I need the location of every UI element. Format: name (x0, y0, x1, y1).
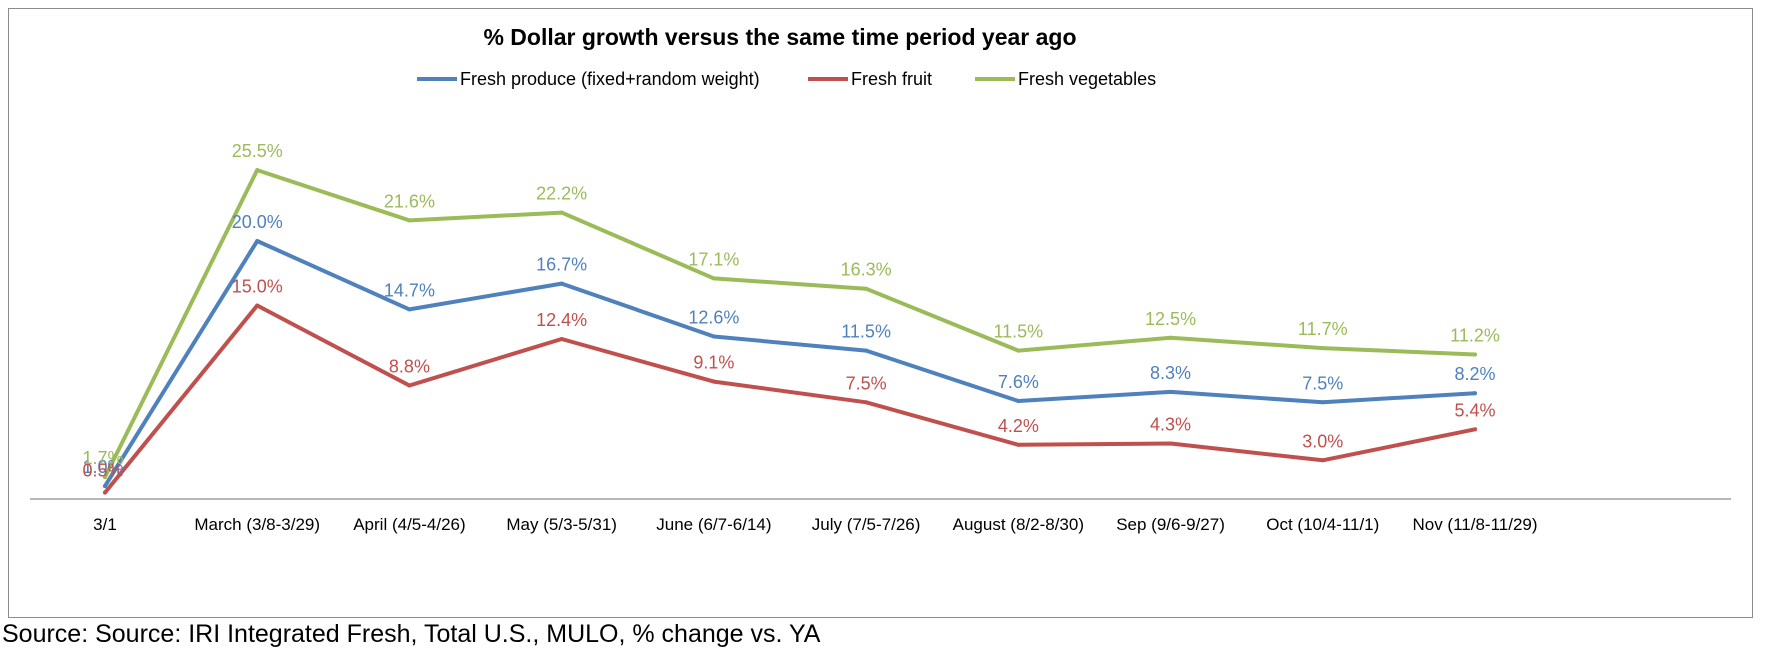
data-label: 16.3% (841, 260, 892, 280)
data-label: 25.5% (232, 141, 283, 161)
data-point (1168, 389, 1173, 394)
x-tick-label: 3/1 (93, 515, 117, 534)
legend-item: Fresh produce (fixed+random weight) (417, 69, 760, 89)
data-point (559, 210, 564, 215)
series-line (103, 303, 1477, 495)
legend-label: Fresh vegetables (1018, 69, 1156, 89)
data-point (711, 379, 716, 384)
data-label: 12.6% (688, 307, 739, 327)
data-label: 16.7% (536, 255, 587, 275)
x-axis: 3/1 March (3/8-3/29) April (4/5-4/26) May (… (30, 498, 1731, 534)
data-label: 15.0% (232, 277, 283, 297)
x-tick-label: March (3/8-3/29) (194, 515, 320, 534)
x-tick-label: Nov (11/8-11/29) (1412, 515, 1537, 534)
data-point (255, 168, 260, 173)
line-chart: % Dollar growth versus the same time per… (30, 24, 1731, 534)
x-tick-label: August (8/2-8/30) (953, 515, 1084, 534)
x-tick-label: June (6/7-6/14) (656, 515, 771, 534)
data-point (1168, 335, 1173, 340)
data-label: 1.0% (82, 457, 123, 477)
x-tick-label: July (7/5-7/26) (812, 515, 921, 534)
data-label: 0.5% (82, 461, 123, 481)
data-label: 4.2% (998, 416, 1039, 436)
data-label: 12.5% (1145, 309, 1196, 329)
data-point (711, 334, 716, 339)
data-point (864, 348, 869, 353)
data-point (559, 337, 564, 342)
data-label: 17.1% (688, 249, 739, 269)
data-point (407, 307, 412, 312)
data-point (1016, 398, 1021, 403)
data-point (1168, 441, 1173, 446)
series-layer (103, 168, 1477, 495)
data-point (1473, 391, 1477, 396)
data-label: 12.4% (536, 310, 587, 330)
data-point (407, 383, 412, 388)
data-point (711, 276, 716, 281)
legend-item: Fresh vegetables (975, 69, 1156, 89)
x-tick-label: Sep (9/6-9/27) (1116, 515, 1225, 534)
data-label: 21.6% (384, 191, 435, 211)
chart-title: % Dollar growth versus the same time per… (483, 24, 1076, 50)
data-point (103, 475, 107, 480)
data-label: 1.7% (82, 448, 123, 468)
data-point (864, 286, 869, 291)
data-label: 14.7% (384, 280, 435, 300)
data-point (1320, 346, 1325, 351)
data-label: 8.3% (1150, 363, 1191, 383)
data-point (103, 484, 107, 489)
legend-label: Fresh produce (fixed+random weight) (460, 69, 760, 89)
data-point (1473, 352, 1477, 357)
x-tick-label: May (5/3-5/31) (506, 515, 617, 534)
source-note: Source: Source: IRI Integrated Fresh, To… (2, 620, 821, 648)
data-label: 7.5% (1302, 373, 1343, 393)
data-point (255, 303, 260, 308)
data-label: 9.1% (693, 353, 734, 373)
data-label: 11.5% (841, 322, 891, 342)
data-label: 4.3% (1150, 415, 1191, 435)
data-label: 5.4% (1454, 400, 1495, 420)
data-point (1320, 400, 1325, 405)
data-point (255, 239, 260, 243)
legend-label: Fresh fruit (851, 69, 932, 89)
data-point (1320, 458, 1325, 463)
data-point (1016, 348, 1021, 353)
data-label: 11.2% (1450, 326, 1500, 346)
data-label: 8.8% (389, 356, 430, 376)
data-label: 8.2% (1454, 364, 1495, 384)
legend: Fresh produce (fixed+random weight) Fresh… (417, 69, 1156, 89)
series-line (103, 239, 1477, 489)
data-label: 20.0% (232, 212, 283, 232)
data-label: 11.5% (993, 322, 1043, 342)
data-labels: 1.0% 20.0% 14.7% 16.7% 12.6% 11.5% 7.6% 8.3% 7.5… (82, 141, 1500, 481)
data-label: 3.0% (1302, 431, 1343, 451)
data-label: 22.2% (536, 184, 587, 204)
chart-frame: % Dollar growth versus the same time per… (8, 8, 1753, 618)
data-point (407, 218, 412, 223)
x-tick-label: April (4/5-4/26) (353, 515, 465, 534)
data-label: 11.7% (1298, 319, 1348, 339)
series-line (103, 168, 1477, 480)
data-point (1473, 427, 1477, 432)
data-label: 7.6% (998, 372, 1039, 392)
data-point (864, 400, 869, 405)
data-point (103, 490, 107, 495)
data-point (559, 281, 564, 286)
x-tick-label: Oct (10/4-11/1) (1266, 515, 1379, 534)
legend-item: Fresh fruit (808, 69, 932, 89)
data-label: 7.5% (846, 373, 887, 393)
data-point (1016, 442, 1021, 447)
